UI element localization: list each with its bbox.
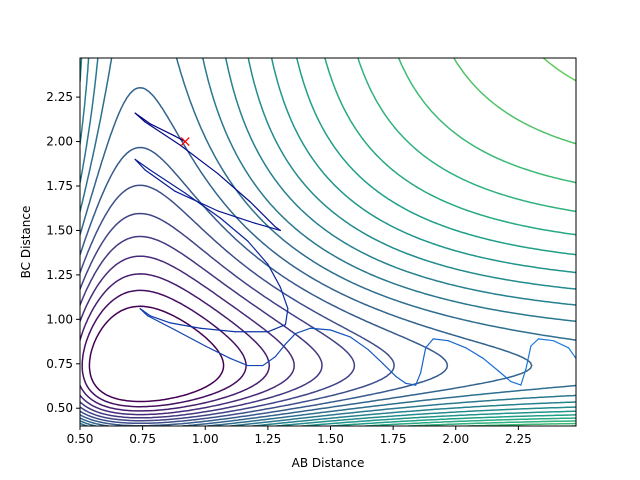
trajectory-segment <box>520 368 527 386</box>
trajectory-segment <box>432 338 449 342</box>
trajectory-segment <box>367 348 384 365</box>
trajectory-segment <box>134 158 151 171</box>
trajectory-segment <box>382 363 397 377</box>
y-tick-label: 1.00 <box>46 312 73 326</box>
trajectory-segment <box>294 327 312 335</box>
y-tick-label: 1.25 <box>46 268 73 282</box>
contour-line <box>80 184 395 425</box>
trajectory-segment <box>284 308 289 326</box>
contour-line <box>88 305 225 403</box>
trajectory-segment <box>530 338 540 347</box>
contour-line <box>80 235 323 419</box>
trajectory-segment <box>147 315 176 331</box>
trajectory-segment <box>267 263 282 288</box>
y-tick-label: 2.00 <box>46 135 73 149</box>
trajectory-segment <box>349 336 369 351</box>
contour-line <box>453 58 576 426</box>
plot-area <box>80 58 576 426</box>
reaction-trajectory <box>134 112 576 386</box>
trajectory-segment <box>274 343 287 358</box>
contour-line <box>80 146 449 426</box>
x-tick-label: 1.00 <box>192 432 219 446</box>
x-tick-label: 2.00 <box>442 432 469 446</box>
trajectory-segment <box>149 169 186 194</box>
trajectory-segment <box>279 286 289 310</box>
trajectory-segment <box>552 340 570 349</box>
trajectory-segment <box>204 345 231 360</box>
trajectory-segment <box>134 112 146 123</box>
x-tick-label: 2.25 <box>505 432 532 446</box>
y-tick-label: 1.50 <box>46 223 73 237</box>
contour-line <box>80 212 356 422</box>
start-marker-group <box>180 137 190 147</box>
trajectory-segment <box>329 329 352 338</box>
trajectory-segment <box>179 144 219 175</box>
trajectory-segment <box>199 327 236 333</box>
contour-line <box>80 58 576 426</box>
trajectory-segment <box>405 382 417 386</box>
trajectory-segment <box>149 123 176 137</box>
trajectory-segment <box>144 169 176 192</box>
y-axis-ticks: 0.50 0.75 1.00 1.25 1.50 1.75 2.00 2.25 <box>46 90 80 415</box>
trajectory-segment <box>184 192 221 219</box>
trajectory-segment <box>254 222 282 232</box>
y-tick-label: 0.75 <box>46 357 73 371</box>
x-axis-ticks: 0.50 0.75 1.00 1.25 1.50 1.75 2.00 2.25 <box>67 426 532 446</box>
trajectory-segment <box>249 201 276 228</box>
trajectory-segment <box>219 217 249 242</box>
trajectory-segment <box>567 347 576 360</box>
plot-frame <box>79 57 577 427</box>
contour-line <box>542 58 576 82</box>
trajectory-segment <box>525 345 532 370</box>
trajectory-segment <box>420 347 427 374</box>
trajectory-segment <box>537 338 555 342</box>
trajectory-segment <box>217 210 256 224</box>
trajectory-segment <box>395 375 407 384</box>
contour-line <box>80 255 295 416</box>
trajectory-segment <box>284 332 297 345</box>
x-tick-label: 1.25 <box>255 432 282 446</box>
start-marker <box>180 137 190 147</box>
x-tick-label: 1.50 <box>317 432 344 446</box>
x-tick-label: 1.75 <box>380 432 407 446</box>
trajectory-segment <box>169 322 201 329</box>
trajectory-segment <box>447 340 467 349</box>
contour-line <box>80 273 271 412</box>
trajectory-segment <box>425 338 434 349</box>
trajectory-segment <box>144 121 181 146</box>
trajectory-segment <box>139 308 149 317</box>
y-axis-label: BC Distance <box>19 206 33 279</box>
trajectory-segment <box>247 240 269 265</box>
trajectory-segment <box>174 329 206 347</box>
contour-line <box>397 58 576 426</box>
x-axis-label: AB Distance <box>292 456 365 470</box>
trajectory-segment <box>309 327 332 331</box>
x-tick-label: 0.50 <box>67 432 94 446</box>
y-tick-label: 0.50 <box>46 401 73 415</box>
potential-contours <box>80 58 576 426</box>
contour-line <box>80 86 533 426</box>
y-tick-label: 1.75 <box>46 179 73 193</box>
trajectory-segment <box>267 324 287 333</box>
trajectory-segment <box>510 380 522 386</box>
y-tick-label: 2.25 <box>46 90 73 104</box>
x-tick-label: 0.75 <box>129 432 156 446</box>
trajectory-segment <box>262 356 276 367</box>
contour-line <box>80 58 576 426</box>
trajectory-segment <box>149 315 171 324</box>
trajectory-segment <box>415 372 422 386</box>
trajectory-segment <box>229 357 249 367</box>
trajectory-segment <box>217 172 251 203</box>
trajectory-segment <box>497 370 512 383</box>
trajectory-segment <box>482 357 499 372</box>
trajectory-segment <box>465 347 484 360</box>
